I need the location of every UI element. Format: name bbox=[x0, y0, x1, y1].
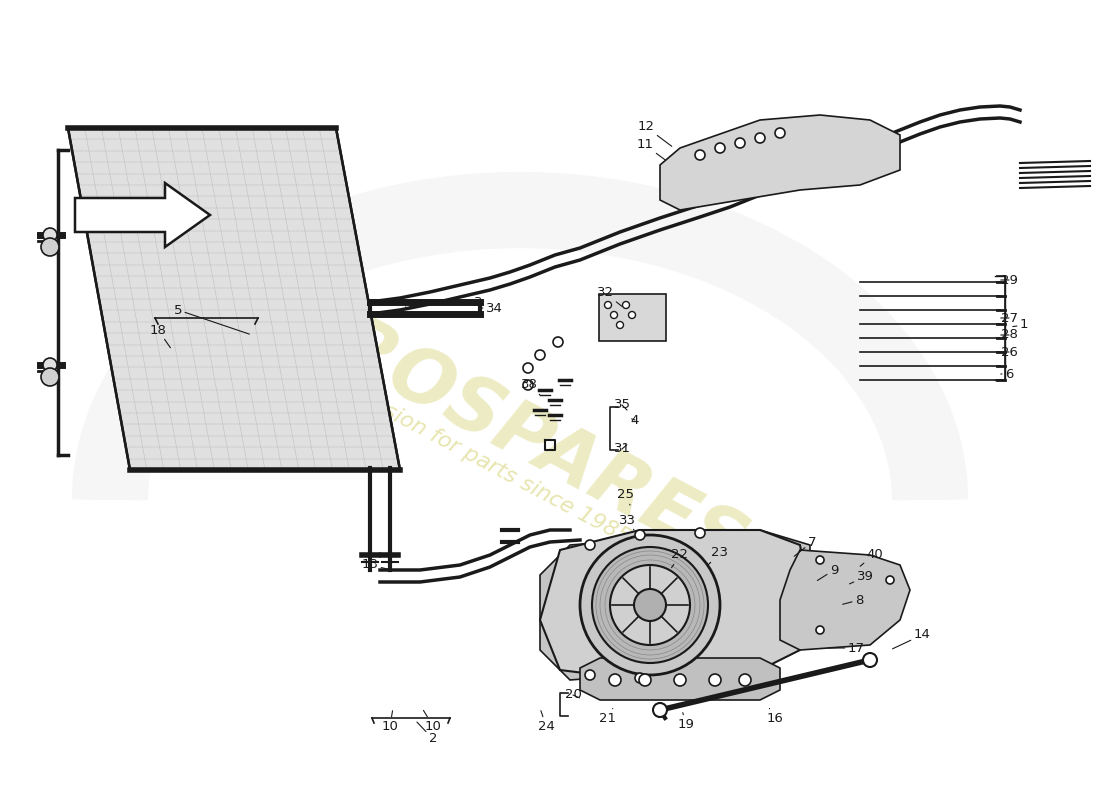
Text: 10: 10 bbox=[424, 710, 441, 733]
Text: 38: 38 bbox=[520, 378, 540, 395]
Text: 23: 23 bbox=[708, 546, 728, 565]
FancyBboxPatch shape bbox=[600, 294, 666, 341]
Circle shape bbox=[585, 540, 595, 550]
Text: 10: 10 bbox=[382, 710, 398, 733]
Circle shape bbox=[816, 556, 824, 564]
Circle shape bbox=[635, 673, 645, 683]
Circle shape bbox=[864, 653, 877, 667]
Text: 24: 24 bbox=[538, 710, 554, 733]
Text: 33: 33 bbox=[618, 514, 636, 530]
Text: 27: 27 bbox=[1001, 311, 1018, 325]
Text: 4: 4 bbox=[630, 414, 639, 426]
Circle shape bbox=[634, 589, 665, 621]
Polygon shape bbox=[68, 128, 400, 470]
Text: 3: 3 bbox=[455, 295, 482, 309]
Circle shape bbox=[616, 322, 624, 329]
Circle shape bbox=[605, 302, 612, 309]
Polygon shape bbox=[540, 530, 810, 680]
Circle shape bbox=[610, 565, 690, 645]
Text: 21: 21 bbox=[600, 709, 616, 725]
Text: EUROSPARES: EUROSPARES bbox=[222, 254, 758, 586]
Polygon shape bbox=[780, 550, 910, 650]
Text: 1: 1 bbox=[1013, 318, 1028, 331]
Circle shape bbox=[653, 703, 667, 717]
Polygon shape bbox=[540, 530, 810, 680]
Circle shape bbox=[776, 128, 785, 138]
Circle shape bbox=[710, 674, 720, 686]
Circle shape bbox=[739, 674, 751, 686]
Polygon shape bbox=[580, 658, 780, 700]
Text: 25: 25 bbox=[617, 489, 635, 505]
Text: 5: 5 bbox=[174, 303, 250, 334]
Circle shape bbox=[695, 528, 705, 538]
Text: 29: 29 bbox=[1001, 274, 1018, 286]
Text: 11: 11 bbox=[637, 138, 666, 160]
Circle shape bbox=[580, 535, 720, 675]
Text: 14: 14 bbox=[892, 629, 931, 649]
Circle shape bbox=[695, 150, 705, 160]
Text: 26: 26 bbox=[1001, 346, 1018, 358]
Text: 2: 2 bbox=[417, 722, 438, 746]
Circle shape bbox=[886, 576, 894, 584]
Text: 39: 39 bbox=[849, 570, 873, 584]
Text: 6: 6 bbox=[1001, 367, 1013, 381]
Text: 19: 19 bbox=[678, 713, 694, 730]
Circle shape bbox=[623, 302, 629, 309]
Circle shape bbox=[674, 674, 686, 686]
Text: 13: 13 bbox=[362, 558, 389, 571]
Polygon shape bbox=[660, 115, 900, 210]
Text: 12: 12 bbox=[638, 121, 672, 146]
Circle shape bbox=[609, 674, 622, 686]
Text: 32: 32 bbox=[596, 286, 622, 306]
Text: 40: 40 bbox=[860, 547, 883, 566]
Circle shape bbox=[43, 358, 57, 372]
Circle shape bbox=[592, 547, 708, 663]
Circle shape bbox=[43, 228, 57, 242]
Polygon shape bbox=[75, 183, 210, 247]
Circle shape bbox=[522, 363, 534, 373]
Circle shape bbox=[585, 670, 595, 680]
Text: 18: 18 bbox=[150, 323, 170, 348]
Text: 28: 28 bbox=[1001, 329, 1018, 342]
Circle shape bbox=[41, 238, 59, 256]
Circle shape bbox=[610, 311, 617, 318]
Circle shape bbox=[715, 143, 725, 153]
Circle shape bbox=[735, 138, 745, 148]
Circle shape bbox=[535, 350, 544, 360]
Text: 31: 31 bbox=[614, 442, 630, 455]
Circle shape bbox=[522, 380, 534, 390]
Text: 34: 34 bbox=[482, 302, 503, 314]
Text: 20: 20 bbox=[564, 689, 582, 702]
Text: 22: 22 bbox=[671, 549, 689, 568]
Text: 16: 16 bbox=[767, 709, 783, 725]
Text: a passion for parts since 1985: a passion for parts since 1985 bbox=[327, 372, 634, 548]
Circle shape bbox=[635, 530, 645, 540]
Circle shape bbox=[553, 337, 563, 347]
Text: 9: 9 bbox=[817, 563, 838, 581]
Text: 7: 7 bbox=[794, 535, 816, 556]
Circle shape bbox=[755, 133, 764, 143]
Circle shape bbox=[639, 674, 651, 686]
Text: 17: 17 bbox=[828, 642, 865, 654]
Circle shape bbox=[816, 626, 824, 634]
Circle shape bbox=[41, 368, 59, 386]
Circle shape bbox=[628, 311, 636, 318]
Text: 30: 30 bbox=[404, 298, 426, 311]
Text: 8: 8 bbox=[843, 594, 864, 606]
Text: 35: 35 bbox=[614, 398, 630, 411]
